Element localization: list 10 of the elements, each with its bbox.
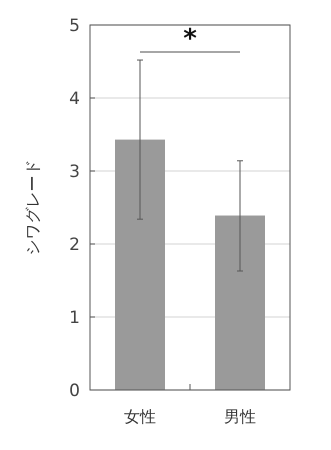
- y-tick-label: 2: [69, 234, 80, 255]
- y-axis-title: シワグレード: [23, 160, 42, 256]
- y-tick-label: 0: [69, 380, 80, 401]
- y-tick-label: 5: [69, 16, 80, 36]
- x-tick-label: 男性: [224, 407, 256, 426]
- y-tick-label: 3: [69, 162, 80, 182]
- y-tick-label: 4: [69, 88, 80, 109]
- annotation: *: [183, 24, 198, 54]
- x-tick-label: 女性: [124, 407, 156, 426]
- y-tick-label: 1: [69, 308, 80, 328]
